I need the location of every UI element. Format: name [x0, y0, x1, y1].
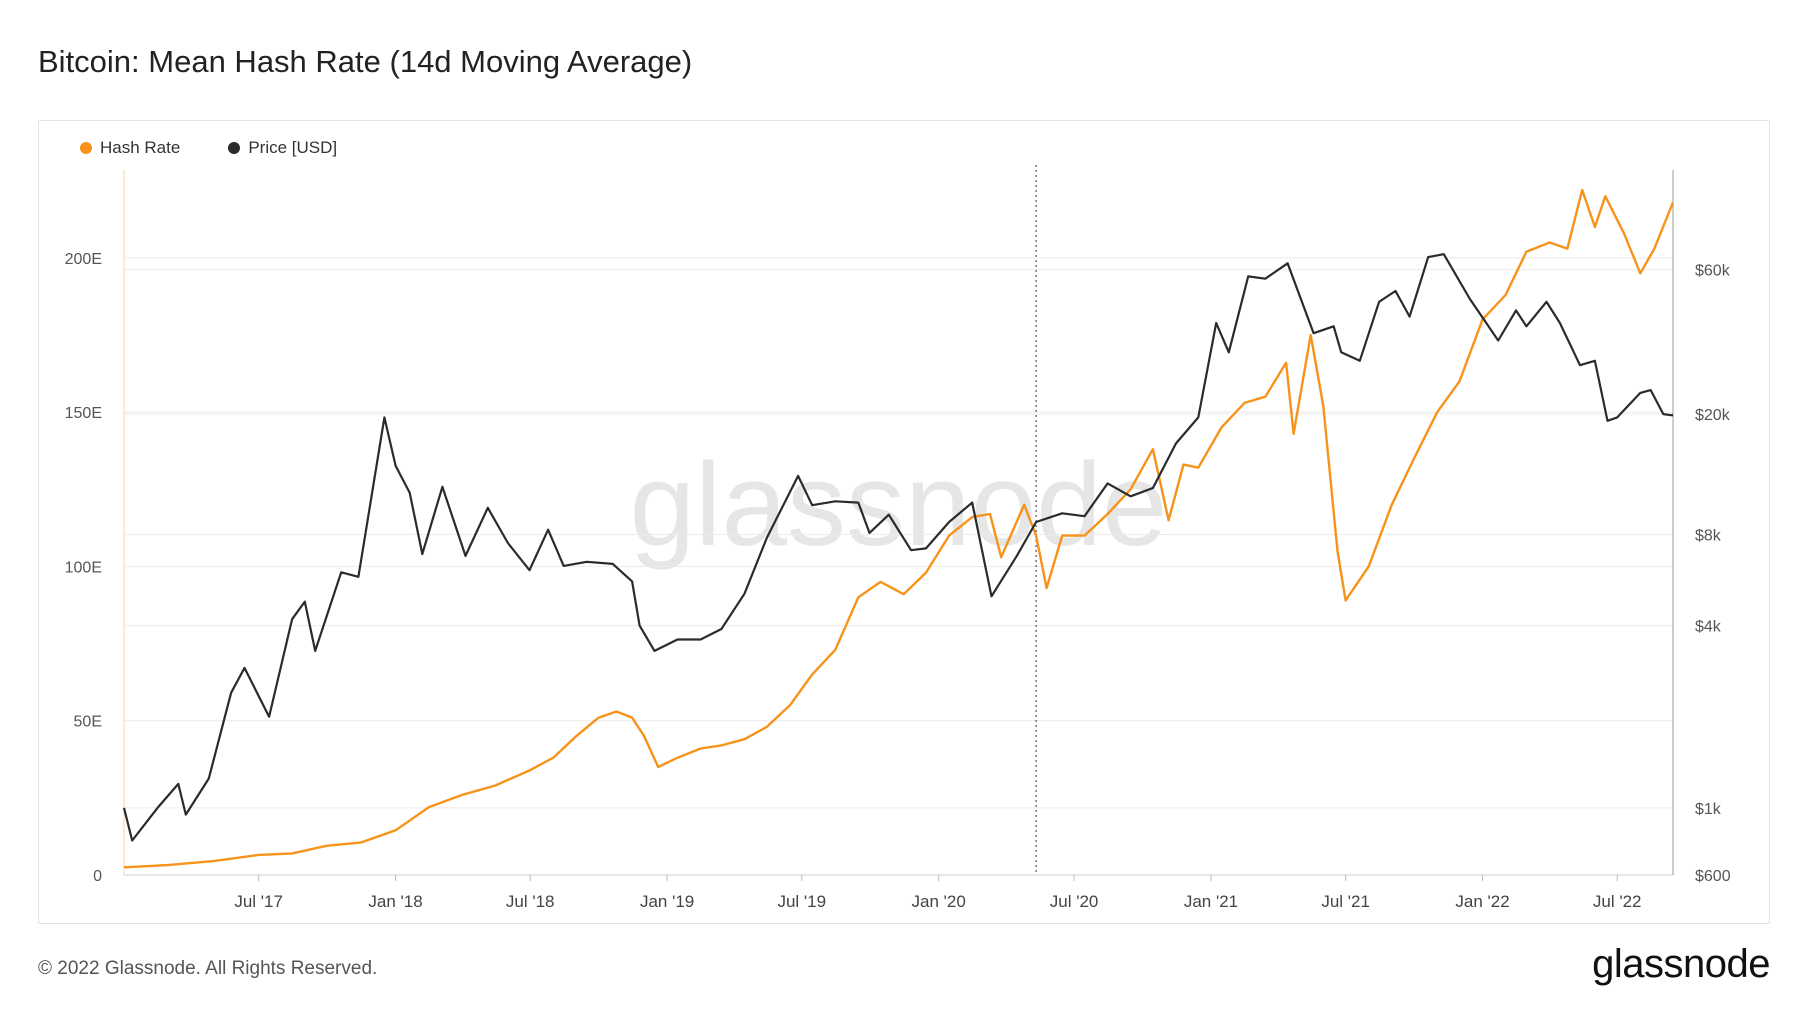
y-left-tick-label: 200E [65, 251, 102, 268]
x-tick-label: Jul '17 [234, 892, 283, 911]
legend-dot-hash-rate [80, 142, 92, 154]
y-left-tick-label: 50E [74, 714, 102, 731]
x-tick-label: Jul '18 [506, 892, 555, 911]
x-tick-label: Jul '21 [1321, 892, 1370, 911]
legend-item-hash-rate[interactable]: Hash Rate [80, 138, 180, 158]
legend-item-price[interactable]: Price [USD] [228, 138, 337, 158]
chart-legend: Hash Rate Price [USD] [80, 138, 337, 158]
y-right-tick-label: $600 [1695, 868, 1731, 885]
legend-label-hash-rate: Hash Rate [100, 138, 181, 157]
x-tick-label: Jan '19 [640, 892, 694, 911]
x-tick-label: Jan '22 [1455, 892, 1509, 911]
y-right-tick-label: $4k [1695, 619, 1722, 636]
y-left-tick-label: 150E [65, 405, 102, 422]
y-right-tick-label: $8k [1695, 528, 1722, 545]
x-tick-label: Jul '20 [1050, 892, 1099, 911]
y-right-tick-label: $1k [1695, 801, 1722, 818]
x-tick-label: Jan '20 [912, 892, 966, 911]
y-left-tick-label: 0 [93, 868, 102, 885]
series-line-hash-rate [123, 188, 1675, 869]
chart-frame [38, 120, 1770, 924]
x-tick-label: Jul '19 [777, 892, 826, 911]
glassnode-logo: glassnode [1592, 942, 1770, 986]
x-tick-label: Jan '21 [1184, 892, 1238, 911]
y-right-tick-label: $20k [1695, 407, 1731, 424]
legend-label-price: Price [USD] [248, 138, 338, 157]
x-tick-label: Jan '18 [368, 892, 422, 911]
copyright-footer: © 2022 Glassnode. All Rights Reserved. [38, 958, 378, 979]
legend-dot-price [228, 142, 241, 154]
x-tick-label: Jul '22 [1593, 892, 1642, 911]
watermark-text: glassnode [630, 439, 1168, 571]
page-title: Bitcoin: Mean Hash Rate (14d Moving Aver… [38, 44, 693, 79]
y-left-tick-label: 100E [65, 559, 102, 576]
y-right-tick-label: $60k [1695, 263, 1731, 280]
series-line-price [122, 253, 1674, 842]
